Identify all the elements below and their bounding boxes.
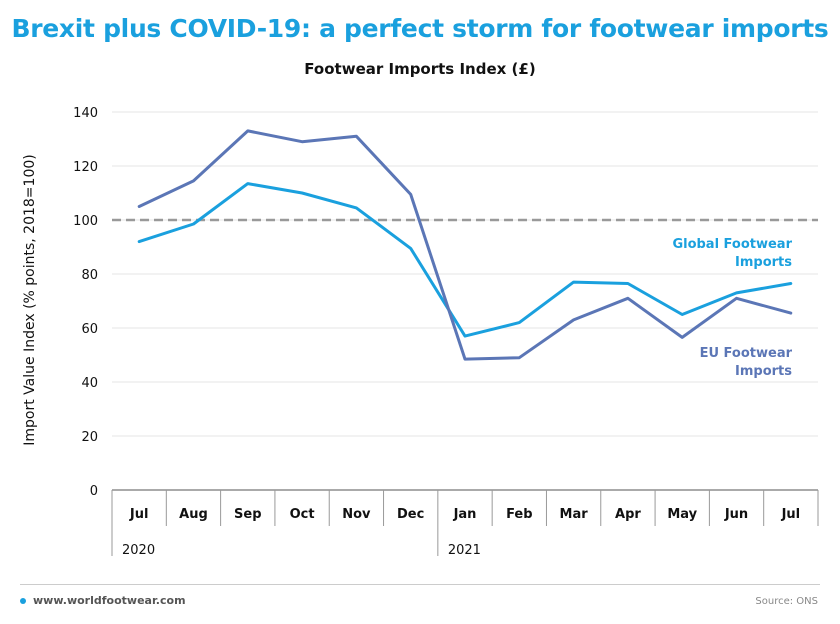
- global-series-line: [137, 182, 793, 338]
- y-tick-label: 0: [90, 484, 98, 499]
- line-chart: 0 20 40 60 80 100 120 140 Jul Aug Sep Oct Nov Dec Jan…: [22, 106, 819, 558]
- x-tick-label: May: [667, 507, 697, 522]
- series-lines: [137, 129, 793, 361]
- y-tick-label: 100: [73, 214, 98, 229]
- eu-series-line: [137, 129, 793, 361]
- series-label-line: Global Footwear: [672, 237, 792, 252]
- x-tick-label: Apr: [615, 507, 641, 522]
- source-note: Source: ONS: [755, 596, 818, 607]
- x-tick-label: Dec: [397, 507, 424, 522]
- y-tick-label: 20: [81, 430, 98, 445]
- footer-divider: [20, 584, 820, 585]
- footer-site[interactable]: www.worldfootwear.com: [20, 594, 186, 607]
- y-axis-label: Import Value Index (% points, 2018=100): [22, 154, 38, 445]
- year-label: 2020: [122, 543, 155, 558]
- eu-series-label: EU Footwear Imports: [700, 346, 793, 379]
- x-tick-label: Mar: [560, 507, 589, 522]
- chart-title: Footwear Imports Index (£): [304, 60, 536, 78]
- gridlines: [112, 111, 818, 437]
- x-tick-label: Nov: [342, 507, 371, 522]
- y-tick-label: 40: [81, 376, 98, 391]
- series-label-line: Imports: [735, 364, 792, 379]
- y-tick-labels: 0 20 40 60 80 100 120 140: [73, 106, 98, 499]
- year-label: 2021: [448, 543, 481, 558]
- x-tick-label: Sep: [234, 507, 262, 522]
- x-tick-label: Oct: [290, 507, 315, 522]
- global-series-label: Global Footwear Imports: [672, 237, 792, 270]
- y-tick-label: 120: [73, 160, 98, 175]
- y-tick-label: 80: [81, 268, 98, 283]
- bullet-dot-icon: [20, 597, 26, 604]
- series-label-line: EU Footwear: [700, 346, 793, 361]
- y-tick-label: 60: [81, 322, 98, 337]
- x-tick-label: Jul: [129, 507, 149, 522]
- x-tick-label: Feb: [506, 507, 532, 522]
- x-tick-label: Jan: [453, 507, 477, 522]
- x-axis: Jul Aug Sep Oct Nov Dec Jan Feb Mar Apr May Jun Jul 2…: [111, 489, 819, 558]
- y-tick-label: 140: [73, 106, 98, 121]
- x-tick-label: Aug: [179, 507, 208, 522]
- x-tick-label: Jul: [781, 507, 801, 522]
- x-tick-label: Jun: [724, 507, 748, 522]
- site-link[interactable]: www.worldfootwear.com: [33, 594, 186, 607]
- series-labels: Global Footwear Imports EU Footwear Imports: [672, 237, 792, 379]
- series-label-line: Imports: [735, 255, 792, 270]
- headline: Brexit plus COVID-19: a perfect storm fo…: [11, 14, 829, 43]
